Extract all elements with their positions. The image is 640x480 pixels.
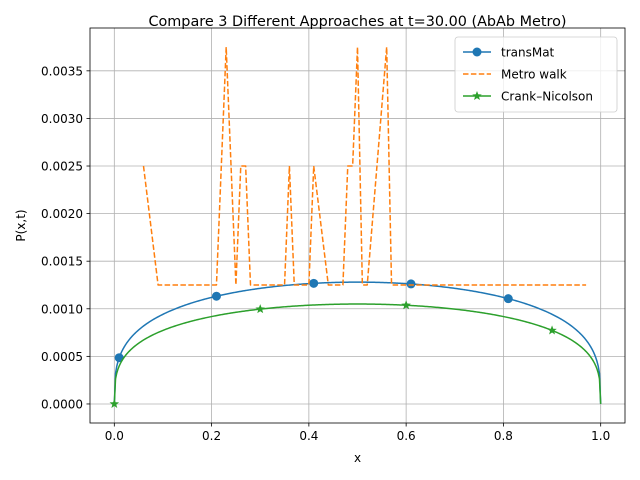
data-point: [401, 300, 411, 310]
data-point: [503, 294, 513, 304]
legend-label: Metro walk: [501, 68, 567, 82]
x-tick-label: 1.0: [591, 429, 610, 443]
y-tick-label: 0.0035: [41, 64, 83, 78]
y-tick-label: 0.0010: [41, 302, 83, 316]
y-tick-label: 0.0015: [41, 255, 83, 269]
series-0: [113, 278, 602, 404]
data-point: [109, 398, 120, 409]
y-tick-label: 0.0020: [41, 207, 83, 221]
legend-marker: [472, 91, 482, 101]
y-axis-label: P(x,t): [14, 209, 28, 241]
legend: transMat Metro walk Crank–Nicolson: [454, 36, 618, 113]
data-point: [211, 291, 221, 301]
y-tick-label: 0.0030: [41, 112, 83, 126]
x-tick-label: 0.2: [202, 429, 221, 443]
series-line: [113, 281, 602, 404]
data-point: [406, 279, 416, 289]
x-tick-label: 0.4: [299, 429, 318, 443]
data-point: [547, 325, 557, 335]
y-tick-label: 0.0000: [41, 397, 83, 411]
chart-title: Compare 3 Different Approaches at t=30.0…: [148, 14, 566, 30]
y-tick-label: 0.0005: [41, 350, 83, 364]
series-1: [142, 46, 587, 286]
legend-label: transMat: [501, 46, 555, 60]
x-tick-label: 0.0: [105, 429, 124, 443]
series-line: [142, 46, 587, 286]
axes-frame: [89, 27, 626, 424]
legend-marker: [472, 47, 482, 57]
series-2: [109, 300, 602, 409]
series-line: [113, 303, 602, 404]
legend-box: [454, 36, 618, 113]
legend-label: Crank–Nicolson: [501, 90, 593, 104]
data-point: [255, 304, 265, 314]
data-point: [114, 353, 124, 363]
data-point: [309, 278, 319, 288]
series-layer: [109, 46, 602, 409]
ticks: 0.0 0.2 0.4 0.6 0.8 1.0 0.0000 0.0005 0.0010 0.00…: [41, 64, 610, 443]
x-tick-label: 0.8: [494, 429, 513, 443]
x-axis-label: x: [354, 451, 361, 465]
x-tick-label: 0.6: [397, 429, 416, 443]
y-tick-label: 0.0025: [41, 160, 83, 174]
